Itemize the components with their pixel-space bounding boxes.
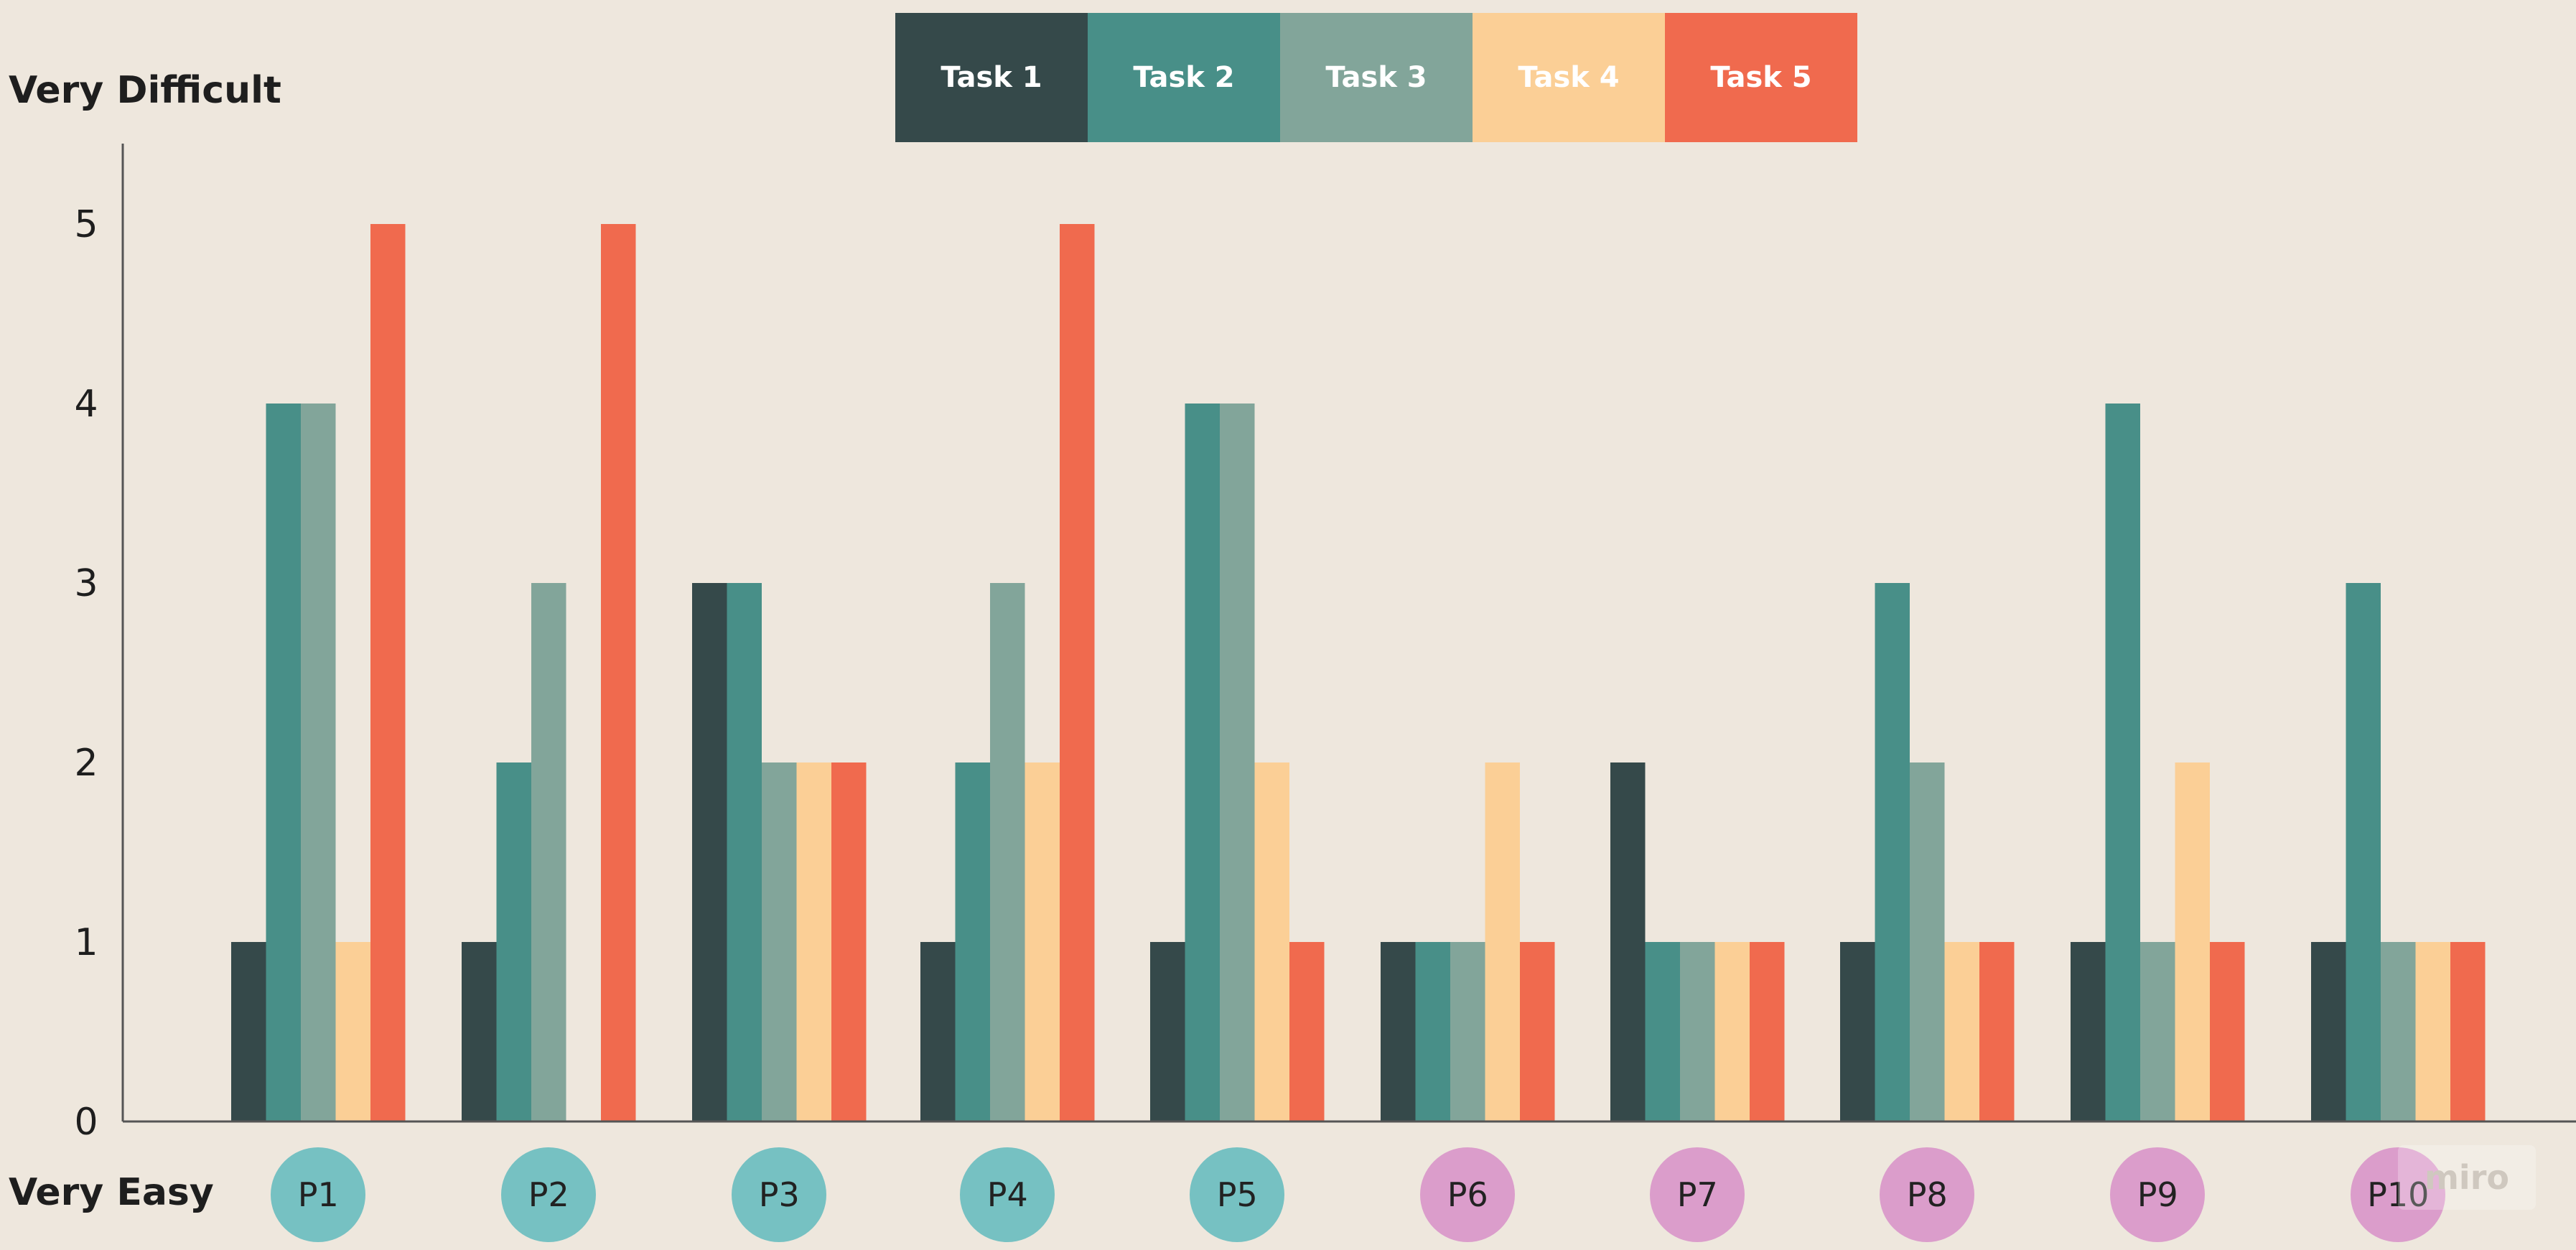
bar-p1-task1	[231, 942, 266, 1121]
bar-p1-task2	[266, 404, 301, 1121]
bar-p7-task5	[1750, 942, 1785, 1121]
legend-item-task5: Task 5	[1665, 13, 1857, 142]
category-badge-p9: P9	[2110, 1147, 2206, 1242]
bar-p1-task3	[301, 404, 336, 1121]
bar-p3-task2	[727, 583, 762, 1121]
y-axis-bottom-label: Very Easy	[9, 1171, 214, 1214]
category-badge-p4: P4	[960, 1147, 1055, 1242]
bar-p3-task3	[762, 762, 797, 1121]
bar-p10-task4	[2415, 942, 2450, 1121]
bar-p2-task5	[601, 224, 636, 1121]
bar-p3-task4	[796, 762, 831, 1121]
legend-item-task3: Task 3	[1280, 13, 1473, 142]
bar-p10-task3	[2381, 942, 2416, 1121]
bar-p9-task3	[2140, 942, 2175, 1121]
bar-p3-task5	[831, 762, 867, 1121]
bars-group	[231, 224, 2486, 1121]
bar-p1-task4	[335, 942, 370, 1121]
bar-p7-task4	[1714, 942, 1750, 1121]
legend-item-task1: Task 1	[895, 13, 1088, 142]
bar-p10-task2	[2346, 583, 2381, 1121]
bar-p8-task4	[1944, 942, 1979, 1121]
bar-p9-task2	[2105, 404, 2140, 1121]
bar-p2-task3	[531, 583, 566, 1121]
y-tick-label: 5	[74, 203, 98, 246]
y-tick-label: 3	[74, 562, 98, 605]
bar-p4-task4	[1025, 762, 1060, 1121]
bar-p5-task3	[1220, 404, 1255, 1121]
legend: Task 1 Task 2 Task 3 Task 4 Task 5	[895, 13, 1857, 142]
bar-p6-task4	[1485, 762, 1520, 1121]
bar-p9-task4	[2175, 762, 2210, 1121]
bar-p8-task3	[1910, 762, 1945, 1121]
bar-p1-task5	[370, 224, 406, 1121]
bar-p5-task1	[1150, 942, 1185, 1121]
category-badge-p3: P3	[732, 1147, 827, 1242]
bar-p7-task3	[1680, 942, 1715, 1121]
bar-p7-task1	[1610, 762, 1646, 1121]
category-badge-p2: P2	[501, 1147, 597, 1242]
bar-p7-task2	[1645, 942, 1680, 1121]
bar-p9-task1	[2071, 942, 2106, 1121]
bar-p4-task2	[955, 762, 990, 1121]
bar-p10-task5	[2450, 942, 2486, 1121]
category-badge-p8: P8	[1880, 1147, 1975, 1242]
bar-p2-task1	[462, 942, 497, 1121]
bar-p4-task5	[1060, 224, 1095, 1121]
category-badge-p6: P6	[1420, 1147, 1516, 1242]
bar-p4-task1	[920, 942, 956, 1121]
category-badge-p5: P5	[1190, 1147, 1285, 1242]
bar-p6-task5	[1520, 942, 1555, 1121]
bar-p6-task3	[1450, 942, 1485, 1121]
y-tick-label: 2	[74, 742, 98, 785]
y-tick-label: 1	[74, 921, 98, 964]
y-tick-label: 0	[74, 1101, 98, 1144]
bar-p4-task3	[990, 583, 1025, 1121]
bar-p5-task4	[1254, 762, 1289, 1121]
bar-p3-task1	[692, 583, 727, 1121]
category-badge-p1: P1	[271, 1147, 366, 1242]
bar-p9-task5	[2210, 942, 2245, 1121]
y-axis-top-label: Very Difficult	[9, 69, 281, 112]
bar-p2-task2	[496, 762, 531, 1121]
miro-watermark: miro	[2398, 1145, 2536, 1210]
bar-p10-task1	[2311, 942, 2346, 1121]
legend-item-task2: Task 2	[1088, 13, 1280, 142]
bar-p8-task1	[1840, 942, 1875, 1121]
category-badge-p7: P7	[1650, 1147, 1745, 1242]
bar-p6-task1	[1381, 942, 1416, 1121]
y-tick-label: 4	[74, 383, 98, 426]
bar-p6-task2	[1415, 942, 1450, 1121]
bar-p8-task2	[1875, 583, 1910, 1121]
category-badge-p10: P10	[2351, 1147, 2446, 1242]
y-tick-labels: 0 1 2 3 4 5	[74, 203, 98, 1144]
legend-item-task4: Task 4	[1473, 13, 1665, 142]
bar-p5-task2	[1185, 404, 1220, 1121]
bar-p5-task5	[1289, 942, 1325, 1121]
bar-p8-task5	[1979, 942, 2015, 1121]
